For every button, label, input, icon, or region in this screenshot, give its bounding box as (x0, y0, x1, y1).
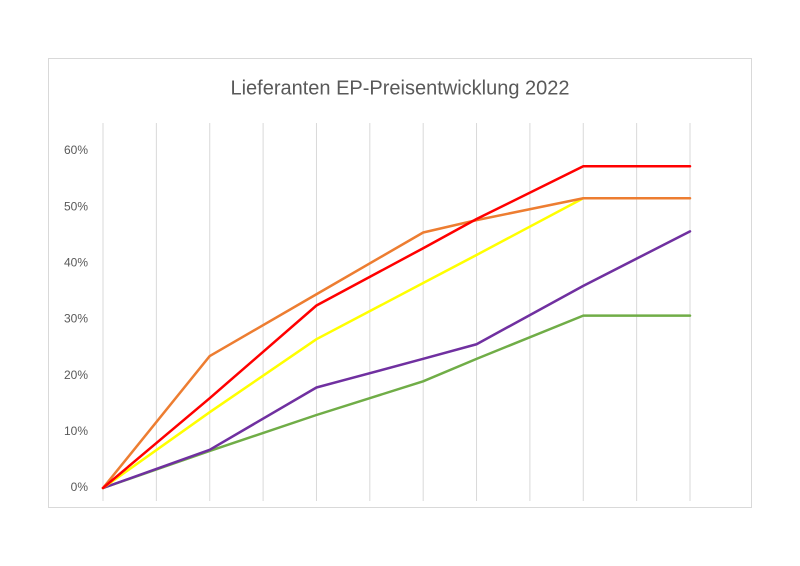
chart-title: Lieferanten EP-Preisentwicklung 2022 (230, 77, 569, 99)
y-tick-label: 20% (64, 368, 88, 382)
y-tick-label: 30% (64, 312, 88, 326)
line (101, 196, 585, 490)
chart-area (48, 58, 752, 508)
line (101, 164, 692, 490)
y-tick-label: 0% (71, 480, 89, 494)
y-tick-label: 10% (64, 424, 88, 438)
y-tick-label: 60% (64, 143, 88, 157)
y-tick-label: 40% (64, 256, 88, 270)
line (101, 196, 692, 490)
y-tick-label: 50% (64, 199, 88, 213)
line (101, 230, 692, 490)
